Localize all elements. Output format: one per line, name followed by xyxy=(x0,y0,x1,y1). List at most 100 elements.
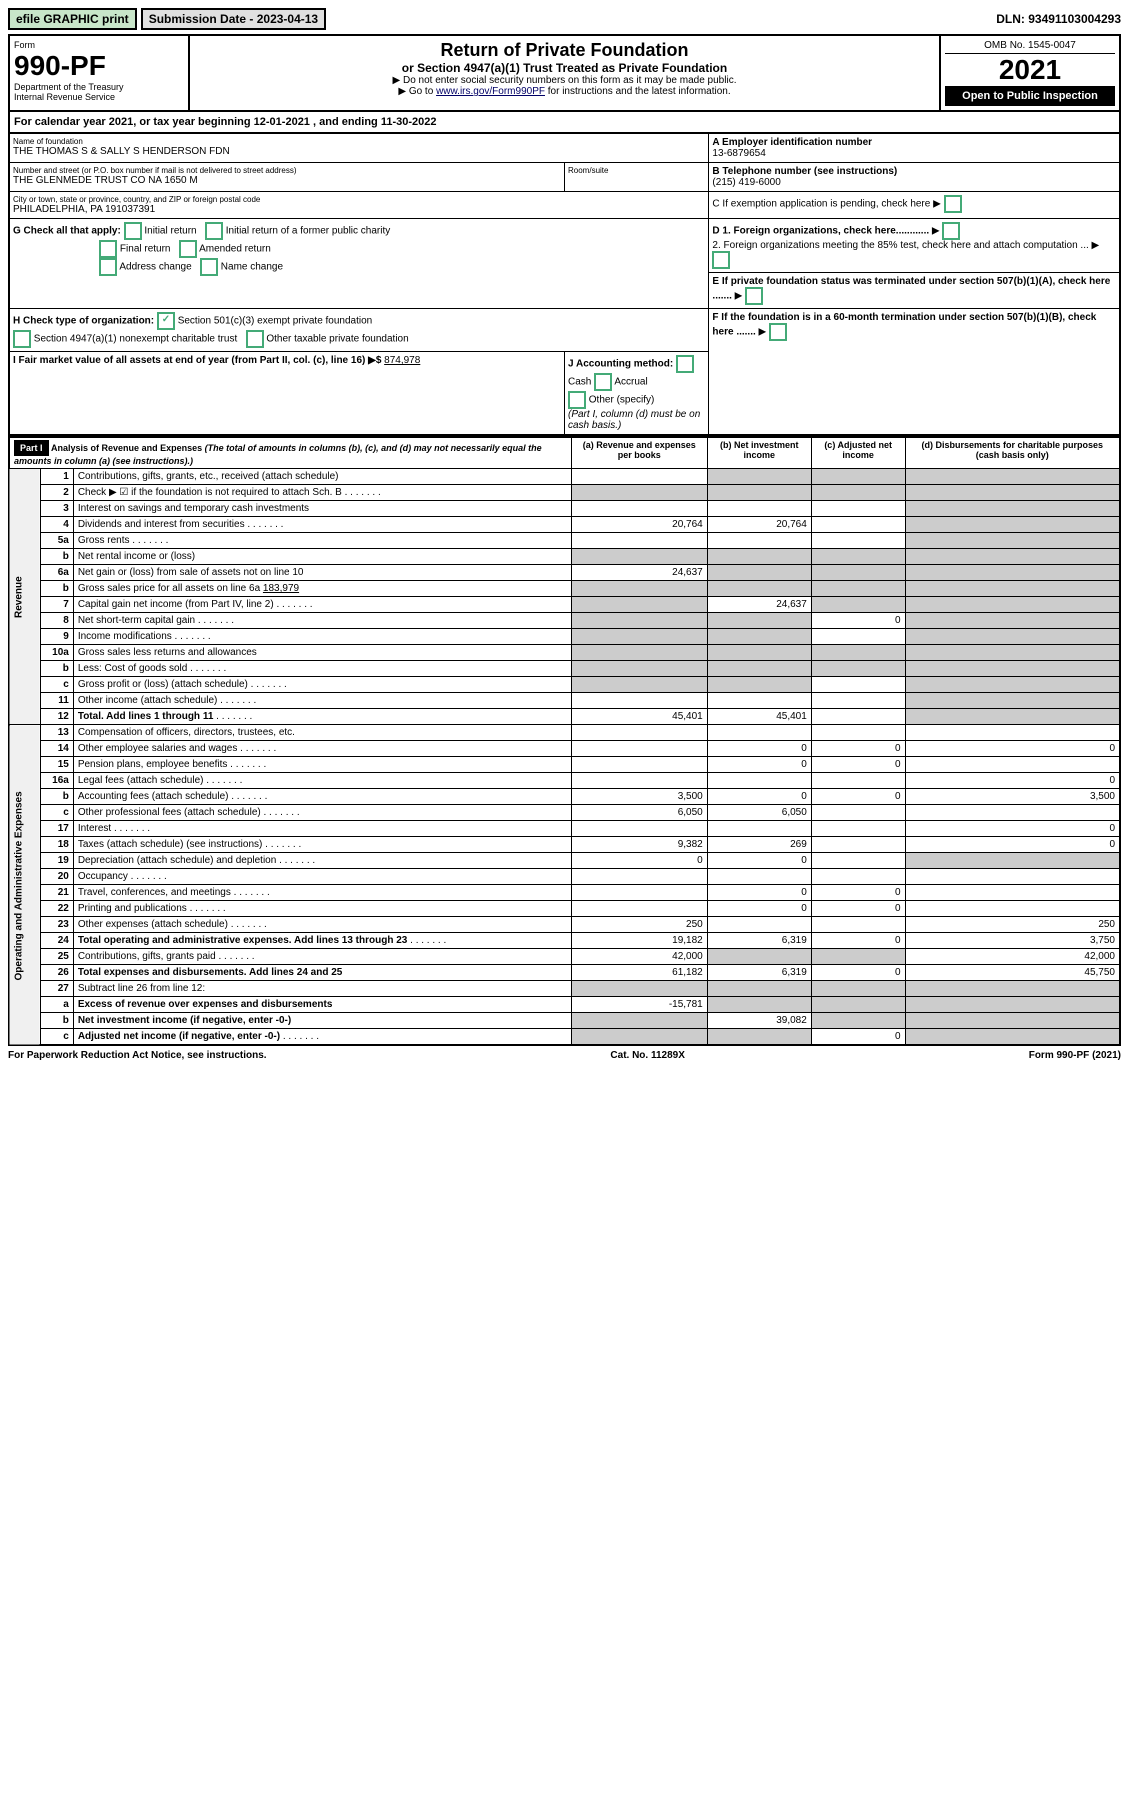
row-num: 15 xyxy=(40,757,73,773)
cell xyxy=(905,981,1120,997)
row-desc: Total. Add lines 1 through 11 . . . . . … xyxy=(73,709,571,725)
omb: OMB No. 1545-0047 xyxy=(945,40,1115,54)
g-initial: Initial return xyxy=(144,226,196,237)
cell xyxy=(905,597,1120,613)
cell xyxy=(811,469,905,485)
row-desc: Printing and publications . . . . . . . xyxy=(73,901,571,917)
row-num: b xyxy=(40,789,73,805)
j-chk-cash[interactable] xyxy=(676,355,694,373)
h-chk-501c3[interactable] xyxy=(157,312,175,330)
cell xyxy=(707,533,811,549)
row-num: 20 xyxy=(40,869,73,885)
cell xyxy=(905,693,1120,709)
cal-begin: 12-01-2021 xyxy=(254,116,310,128)
tax-year: 2021 xyxy=(945,54,1115,86)
row-num: 3 xyxy=(40,501,73,517)
g-chk-initial-former[interactable] xyxy=(205,222,223,240)
table-row: bNet rental income or (loss) xyxy=(9,549,1120,565)
d1-chk[interactable] xyxy=(942,222,960,240)
cell xyxy=(905,629,1120,645)
submission-date: Submission Date - 2023-04-13 xyxy=(141,8,326,30)
cell xyxy=(571,469,707,485)
table-row: cAdjusted net income (if negative, enter… xyxy=(9,1029,1120,1046)
footer-left: For Paperwork Reduction Act Notice, see … xyxy=(8,1050,267,1061)
cell: 0 xyxy=(707,741,811,757)
j-label: J Accounting method: xyxy=(568,359,673,370)
footer: For Paperwork Reduction Act Notice, see … xyxy=(8,1046,1121,1061)
cell xyxy=(707,549,811,565)
instr2: ▶ Go to www.irs.gov/Form990PF for instru… xyxy=(194,86,935,97)
cell xyxy=(811,629,905,645)
g-chk-amended[interactable] xyxy=(179,240,197,258)
row-num: 7 xyxy=(40,597,73,613)
row-desc: Accounting fees (attach schedule) . . . … xyxy=(73,789,571,805)
cell xyxy=(707,997,811,1013)
g-label: G Check all that apply: xyxy=(13,226,121,237)
form-header: Form 990-PF Department of the Treasury I… xyxy=(8,34,1121,112)
cell xyxy=(571,613,707,629)
row-num: 14 xyxy=(40,741,73,757)
cell xyxy=(905,469,1120,485)
row-num: c xyxy=(40,677,73,693)
h-4947: Section 4947(a)(1) nonexempt charitable … xyxy=(34,334,237,345)
cell xyxy=(707,677,811,693)
cell xyxy=(811,821,905,837)
d2-chk[interactable] xyxy=(712,251,730,269)
cell: 9,382 xyxy=(571,837,707,853)
row-desc: Gross profit or (loss) (attach schedule)… xyxy=(73,677,571,693)
table-row: 15Pension plans, employee benefits . . .… xyxy=(9,757,1120,773)
row-desc: Interest on savings and temporary cash i… xyxy=(73,501,571,517)
irs-link[interactable]: www.irs.gov/Form990PF xyxy=(436,86,545,97)
h-chk-other[interactable] xyxy=(246,330,264,348)
row-num: 21 xyxy=(40,885,73,901)
cell xyxy=(571,581,707,597)
row-num: b xyxy=(40,661,73,677)
cell: 0 xyxy=(811,789,905,805)
cell xyxy=(811,581,905,597)
g-chk-address[interactable] xyxy=(99,258,117,276)
table-row: 3Interest on savings and temporary cash … xyxy=(9,501,1120,517)
j-chk-accrual[interactable] xyxy=(594,373,612,391)
cell xyxy=(811,709,905,725)
row-desc: Occupancy . . . . . . . xyxy=(73,869,571,885)
cell xyxy=(707,565,811,581)
e-chk[interactable] xyxy=(745,287,763,305)
cell xyxy=(571,501,707,517)
row-desc: Gross rents . . . . . . . xyxy=(73,533,571,549)
cell xyxy=(571,981,707,997)
cell: 45,750 xyxy=(905,965,1120,981)
row-desc: Other employee salaries and wages . . . … xyxy=(73,741,571,757)
f-chk[interactable] xyxy=(769,323,787,341)
cell xyxy=(707,981,811,997)
g-chk-name[interactable] xyxy=(200,258,218,276)
cell xyxy=(811,501,905,517)
row-num: 6a xyxy=(40,565,73,581)
cell: 0 xyxy=(905,837,1120,853)
cell: 0 xyxy=(707,853,811,869)
cell: 0 xyxy=(811,885,905,901)
instr2-post: for instructions and the latest informat… xyxy=(545,86,731,97)
form-title: Return of Private Foundation xyxy=(194,40,935,61)
cell xyxy=(905,661,1120,677)
cell: 42,000 xyxy=(905,949,1120,965)
cell: 24,637 xyxy=(707,597,811,613)
cell: 250 xyxy=(905,917,1120,933)
j-chk-other[interactable] xyxy=(568,391,586,409)
cell xyxy=(571,693,707,709)
g-chk-final[interactable] xyxy=(99,240,117,258)
table-row: bLess: Cost of goods sold . . . . . . . xyxy=(9,661,1120,677)
cell xyxy=(811,645,905,661)
header-left: Form 990-PF Department of the Treasury I… xyxy=(10,36,190,110)
c-checkbox[interactable] xyxy=(944,195,962,213)
table-row: bNet investment income (if negative, ent… xyxy=(9,1013,1120,1029)
efile-tag[interactable]: efile GRAPHIC print xyxy=(8,8,137,30)
footer-right: Form 990-PF (2021) xyxy=(1029,1050,1121,1061)
dln: DLN: 93491103004293 xyxy=(996,12,1121,26)
cell: 0 xyxy=(707,789,811,805)
h-chk-4947[interactable] xyxy=(13,330,31,348)
g-chk-initial[interactable] xyxy=(124,222,142,240)
cell: 0 xyxy=(811,965,905,981)
cell: 0 xyxy=(905,773,1120,789)
cell: 45,401 xyxy=(707,709,811,725)
cell xyxy=(811,565,905,581)
